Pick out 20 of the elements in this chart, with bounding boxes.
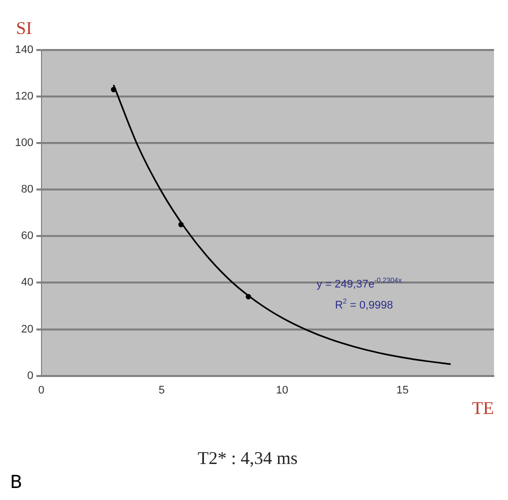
y-tick-label: 40: [21, 276, 34, 289]
point: [246, 294, 252, 300]
x-tick-label: 0: [38, 384, 44, 396]
x-tick-label: 15: [396, 384, 409, 396]
line-series: [112, 84, 452, 365]
point: [110, 86, 116, 92]
y-tick-label: 60: [21, 230, 34, 242]
y-tick-label: 80: [21, 184, 34, 196]
text: B: [10, 472, 22, 493]
x-axis-title: TE: [472, 398, 494, 418]
point: [178, 222, 184, 228]
y-axis-title: SI: [16, 18, 32, 38]
y-tick-label: 100: [14, 137, 34, 150]
text: T2* : 4,34 ms: [198, 448, 298, 468]
y-tick-label: 120: [14, 90, 34, 103]
x-tick-label: 10: [276, 384, 288, 396]
y-tick-label: 0: [27, 370, 34, 382]
y-tick-label: 20: [21, 323, 34, 336]
y-tick-label: 140: [14, 44, 34, 56]
x-tick-label: 5: [158, 384, 165, 396]
